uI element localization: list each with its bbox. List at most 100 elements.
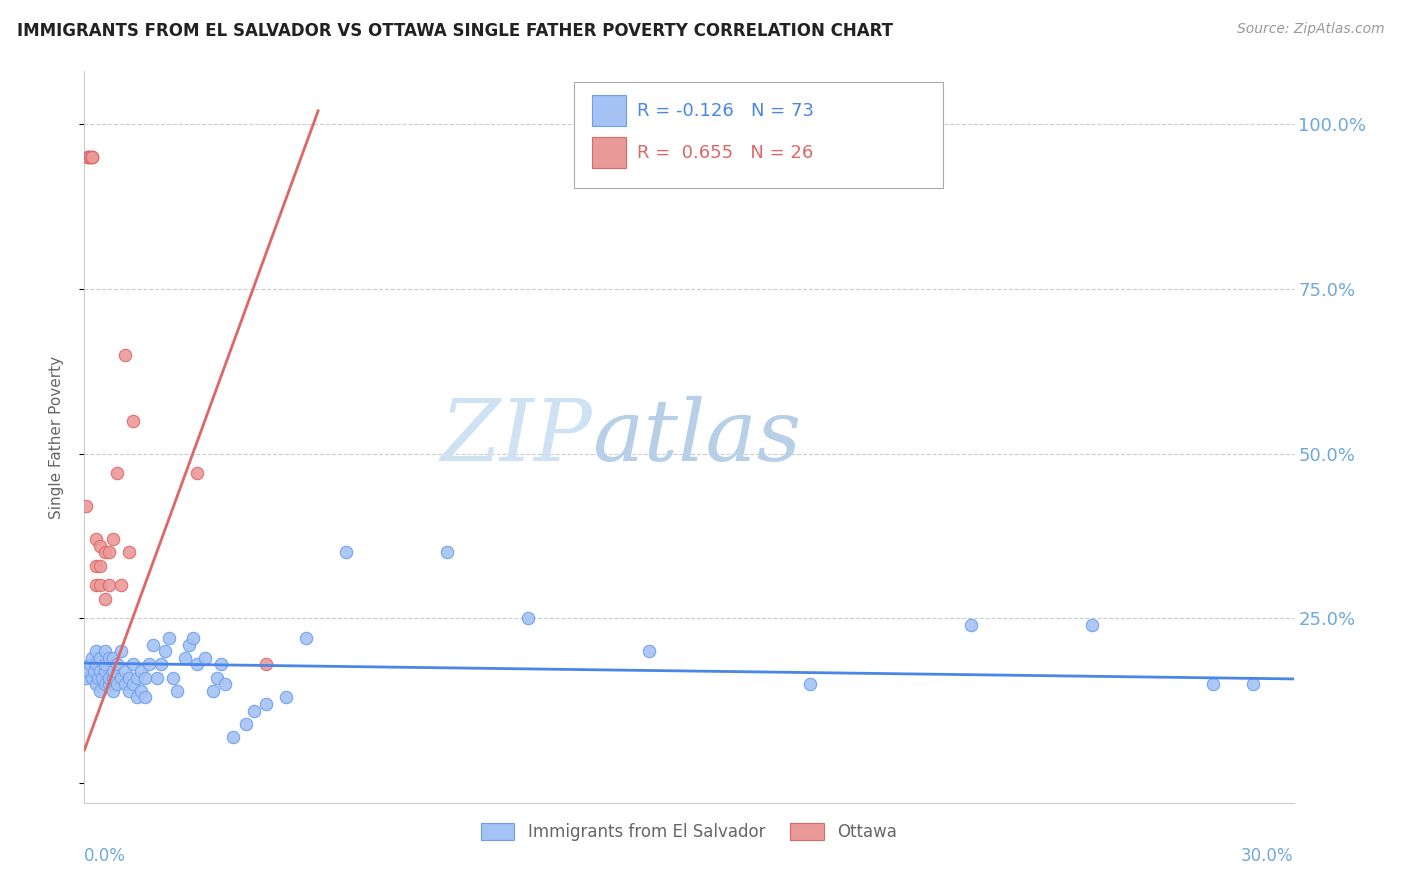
Point [516,611,538,625]
Point [86,533,108,547]
Point [101,533,124,547]
Point [254,657,277,672]
Point [335,545,357,559]
Point [82,150,104,164]
FancyBboxPatch shape [592,137,626,168]
Point [121,677,143,691]
Point [166,683,188,698]
Point [105,677,128,691]
Point [105,467,128,481]
Point [242,704,264,718]
Point [89,650,111,665]
Legend: Immigrants from El Salvador, Ottawa: Immigrants from El Salvador, Ottawa [472,814,905,849]
Point [1241,677,1264,691]
Point [105,657,128,672]
FancyBboxPatch shape [574,82,943,188]
Point [235,716,257,731]
Point [146,671,169,685]
Point [118,683,141,698]
Point [121,657,143,672]
Point [77,150,100,164]
Point [82,150,104,164]
Point [93,664,115,678]
Point [125,690,148,705]
Point [186,657,208,672]
Point [186,467,208,481]
Point [110,578,132,592]
Point [207,671,229,685]
Point [129,664,152,678]
Point [86,558,108,573]
Text: Source: ZipAtlas.com: Source: ZipAtlas.com [1237,22,1385,37]
Point [82,150,104,164]
Point [110,644,132,658]
Point [79,657,101,672]
Point [101,683,124,698]
Point [142,638,165,652]
Point [181,631,204,645]
Point [89,558,111,573]
Point [82,650,104,665]
Point [179,638,201,652]
Text: ZIP: ZIP [440,396,592,478]
Point [75,671,97,685]
Point [214,677,236,691]
Point [97,671,120,685]
Point [134,671,156,685]
Point [93,591,115,606]
Point [149,657,172,672]
Point [202,683,225,698]
Point [93,657,115,672]
Point [295,631,318,645]
Point [125,671,148,685]
Point [75,500,97,514]
Point [77,150,100,164]
Point [110,671,132,685]
Point [129,683,152,698]
Point [194,650,217,665]
Text: 0.0%: 0.0% [84,847,127,864]
Point [114,664,136,678]
Y-axis label: Single Father Poverty: Single Father Poverty [49,356,63,518]
Point [1202,677,1225,691]
Point [153,644,176,658]
Point [274,690,297,705]
Point [87,671,110,685]
Text: 30.0%: 30.0% [1241,847,1294,864]
Point [114,677,136,691]
Point [114,348,136,362]
Point [101,650,124,665]
Point [209,657,232,672]
FancyBboxPatch shape [592,95,626,127]
Point [93,545,115,559]
Point [162,671,184,685]
Point [86,578,108,592]
Point [637,644,659,658]
Point [436,545,458,559]
Point [91,671,114,685]
Point [82,671,104,685]
Point [174,650,197,665]
Text: R = -0.126   N = 73: R = -0.126 N = 73 [637,102,814,120]
Point [83,664,105,678]
Point [799,677,821,691]
Point [101,671,124,685]
Point [89,539,111,553]
Point [97,650,120,665]
Point [960,618,983,632]
Point [118,545,141,559]
Point [89,683,111,698]
Point [93,644,115,658]
Text: IMMIGRANTS FROM EL SALVADOR VS OTTAWA SINGLE FATHER POVERTY CORRELATION CHART: IMMIGRANTS FROM EL SALVADOR VS OTTAWA SI… [17,22,893,40]
Point [79,150,101,164]
Point [254,697,277,711]
Point [97,545,120,559]
Point [86,657,108,672]
Text: R =  0.655   N = 26: R = 0.655 N = 26 [637,144,813,161]
Point [97,677,120,691]
Point [157,631,180,645]
Text: atlas: atlas [592,396,801,478]
Point [134,690,156,705]
Point [138,657,160,672]
Point [222,730,245,744]
